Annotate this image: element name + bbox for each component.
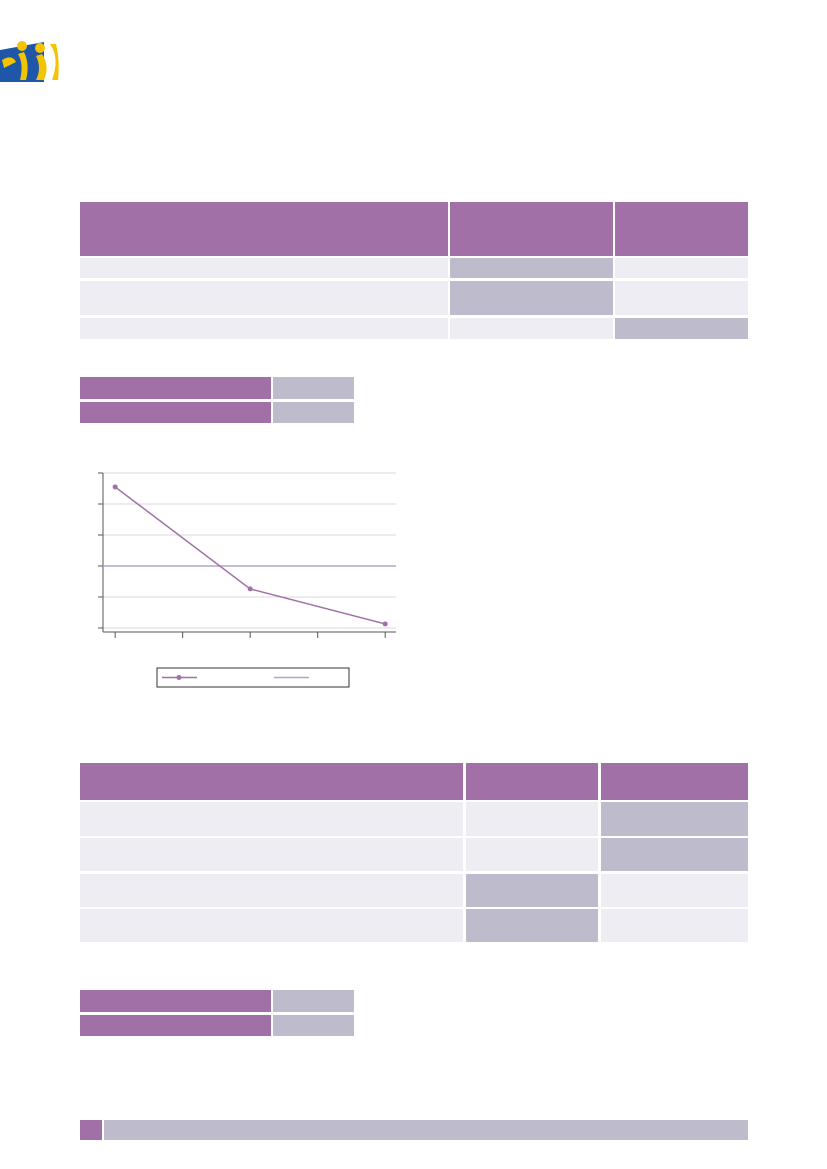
legend-swatch-point xyxy=(176,675,182,680)
table-2-cell xyxy=(273,377,354,399)
table-3-cell xyxy=(601,909,748,942)
footer-bar xyxy=(104,1120,748,1140)
point xyxy=(112,484,118,490)
table-3-cell xyxy=(80,802,463,836)
table-3-cell xyxy=(466,763,598,800)
chart xyxy=(98,472,396,688)
table-3-cell xyxy=(466,909,598,942)
table-1-cell xyxy=(450,281,613,315)
table-4-cell xyxy=(273,990,354,1012)
point xyxy=(382,621,388,627)
table-2-cell xyxy=(80,377,271,399)
footer-mark xyxy=(80,1120,102,1140)
table-1-cell xyxy=(450,258,613,278)
table-3-cell xyxy=(601,874,748,907)
table-1-cell xyxy=(615,318,748,339)
table-3-cell xyxy=(601,838,748,871)
table-4-cell xyxy=(80,990,271,1012)
table-3-cell xyxy=(466,802,598,836)
table-3-cell xyxy=(80,874,463,907)
table-3-cell xyxy=(466,838,598,871)
table-1-cell xyxy=(615,202,748,256)
table-1-cell xyxy=(450,318,613,339)
table-1-cell xyxy=(80,202,448,256)
table-1-cell xyxy=(80,258,448,278)
table-2-cell xyxy=(273,402,354,423)
table-4-cell xyxy=(80,1015,271,1036)
table-3-cell xyxy=(601,763,748,800)
table-1-cell xyxy=(80,318,448,339)
legend xyxy=(156,667,350,688)
point xyxy=(247,586,253,592)
logo xyxy=(0,41,59,82)
series-line xyxy=(114,486,386,625)
table-3-cell xyxy=(601,802,748,836)
table-3-cell xyxy=(80,838,463,871)
table-2-cell xyxy=(80,402,271,423)
table-3-cell xyxy=(80,909,463,942)
table-1-cell xyxy=(615,281,748,315)
table-3-cell xyxy=(80,763,463,800)
table-3-cell xyxy=(466,874,598,907)
table-1-cell xyxy=(615,258,748,278)
table-4-cell xyxy=(273,1015,354,1036)
table-1-cell xyxy=(80,281,448,315)
table-1-cell xyxy=(450,202,613,256)
